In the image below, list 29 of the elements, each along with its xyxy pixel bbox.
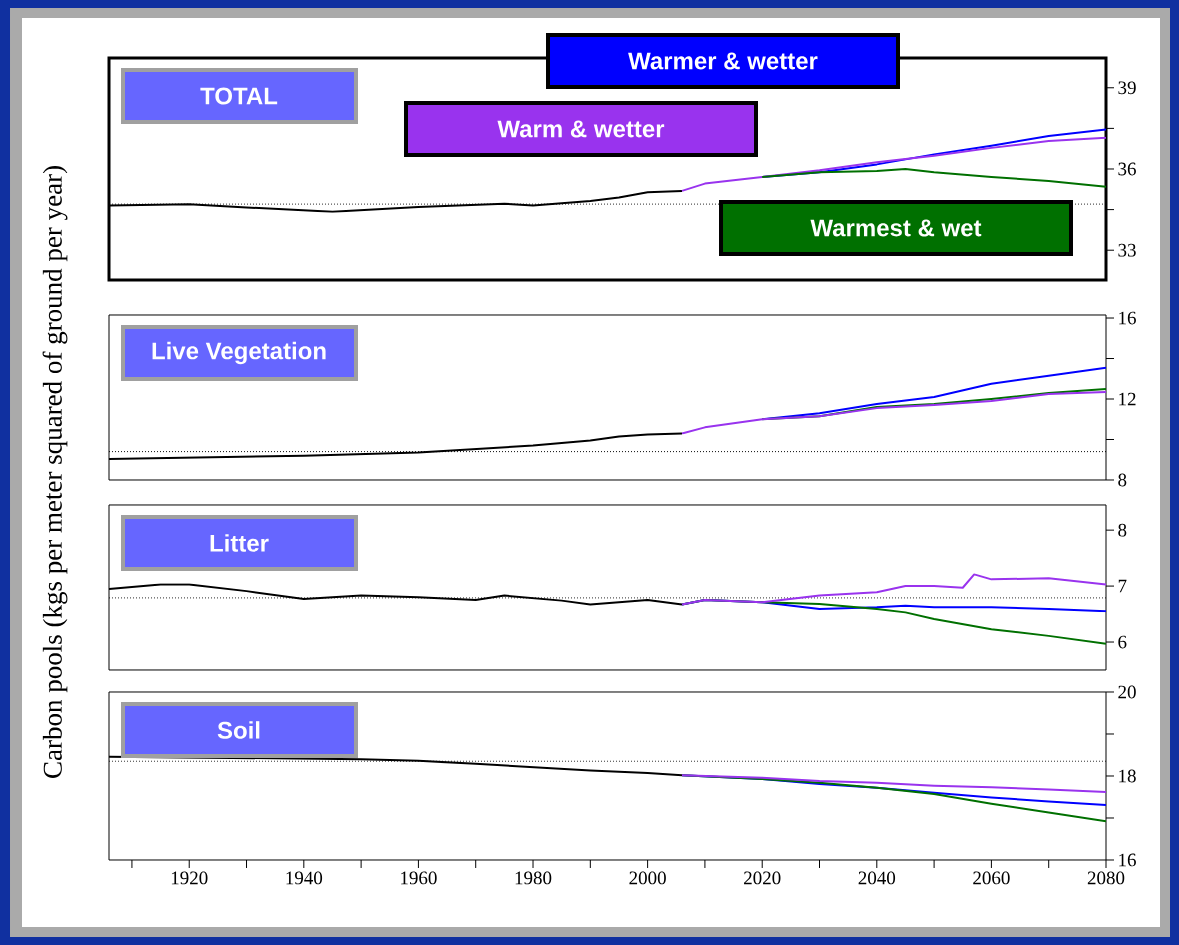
text: Live Vegetation bbox=[152, 341, 326, 365]
x-tick-label: 1920 bbox=[171, 871, 208, 885]
y-tick-label: 20 bbox=[1118, 685, 1136, 699]
y-tick-label: 36 bbox=[1118, 162, 1136, 176]
text: Warmer & wetter bbox=[628, 52, 818, 70]
x-tick-label: 2020 bbox=[744, 871, 781, 885]
x-tick-label: 2060 bbox=[973, 871, 1010, 885]
y-tick-label: 12 bbox=[1119, 392, 1136, 406]
y-tick-label: 6 bbox=[1118, 635, 1127, 649]
x-tick-label: 1960 bbox=[401, 871, 437, 885]
y-tick-label: 8 bbox=[1118, 523, 1127, 537]
y-axis-title: Carbon pools (kgs per meter squared of ground per year) bbox=[42, 166, 68, 778]
x-tick-label: 1980 bbox=[515, 871, 552, 885]
y-tick-label: 7 bbox=[1118, 579, 1127, 593]
y-tick-label: 16 bbox=[1119, 311, 1136, 325]
x-tick-label: 2080 bbox=[1087, 871, 1125, 885]
x-tick-label: 2040 bbox=[858, 871, 896, 885]
series-label: Warmest & wet bbox=[810, 219, 982, 237]
x-tick-label: 1940 bbox=[286, 871, 323, 885]
text: TOTAL bbox=[200, 87, 278, 105]
y-tick-label: 16 bbox=[1119, 853, 1136, 867]
x-tick-label: 2000 bbox=[629, 871, 666, 885]
text: Warm & wetter bbox=[497, 120, 665, 138]
y-tick-label: 33 bbox=[1118, 243, 1136, 257]
y-tick-label: 39 bbox=[1118, 81, 1136, 95]
y-tick-label: 8 bbox=[1118, 473, 1127, 487]
text: Litter bbox=[210, 534, 269, 552]
y-tick-label: 18 bbox=[1119, 769, 1136, 783]
text: Soil bbox=[217, 721, 260, 739]
